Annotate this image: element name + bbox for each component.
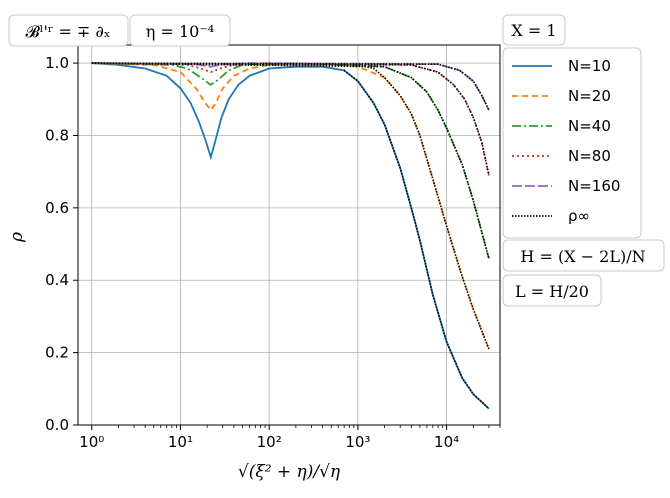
legend-label: N=80 (568, 147, 611, 165)
series-line-6 (91, 62, 490, 350)
x-tick-label: 10³ (345, 433, 370, 451)
legend-label: N=20 (568, 87, 611, 105)
x-tick-label: 10⁴ (434, 433, 459, 451)
legend-label: ρ∞ (568, 207, 590, 225)
svg-text:𝓑ˡ'ʳ = ∓ ∂ₓ: 𝓑ˡ'ʳ = ∓ ∂ₓ (25, 22, 110, 41)
y-tick-label: 1.0 (45, 54, 69, 72)
annotation-l: L = H/20 (502, 274, 602, 307)
annotation-h: H = (X − 2L)/N (502, 239, 665, 272)
annotation-bc: 𝓑ˡ'ʳ = ∓ ∂ₓ (8, 14, 129, 47)
svg-text:η = 10⁻⁴: η = 10⁻⁴ (146, 22, 214, 41)
y-tick-label: 0.4 (45, 271, 69, 289)
svg-text:X = 1: X = 1 (511, 21, 556, 40)
y-tick-label: 0.0 (45, 416, 69, 434)
plot-frame (77, 44, 501, 426)
series-line-6 (91, 62, 490, 176)
series-line-6 (343, 69, 490, 410)
series-line-6 (91, 62, 490, 111)
legend-label: N=160 (568, 177, 620, 195)
svg-text:L = H/20: L = H/20 (515, 282, 589, 301)
series-line-6 (91, 62, 490, 259)
legend: N=10 N=20 N=40 N=80 N=160 ρ∞ (502, 47, 642, 239)
ticks: 10⁰ 10¹ 10² 10³ 10⁴ 0.0 0.2 0.4 0.6 0.8 1.0 (45, 54, 501, 451)
y-tick-label: 0.6 (45, 199, 69, 217)
legend-label: N=40 (568, 117, 611, 135)
x-axis-label: √(ξ² + η)/√η (238, 462, 341, 482)
x-tick-label: 10¹ (168, 433, 193, 451)
svg-text:H = (X − 2L)/N: H = (X − 2L)/N (520, 247, 645, 266)
series-line-2 (91, 62, 490, 350)
x-tick-label: 10⁰ (79, 433, 104, 451)
legend-label: N=10 (568, 57, 611, 75)
annotation-x: X = 1 (502, 14, 566, 46)
y-tick-label: 0.2 (45, 344, 69, 362)
x-tick-label: 10² (257, 433, 282, 451)
annotation-eta: η = 10⁻⁴ (129, 14, 231, 47)
series-layer (91, 62, 490, 410)
y-axis-label: ρ (7, 232, 27, 243)
plot-area (78, 45, 500, 425)
y-tick-label: 0.8 (45, 126, 69, 144)
